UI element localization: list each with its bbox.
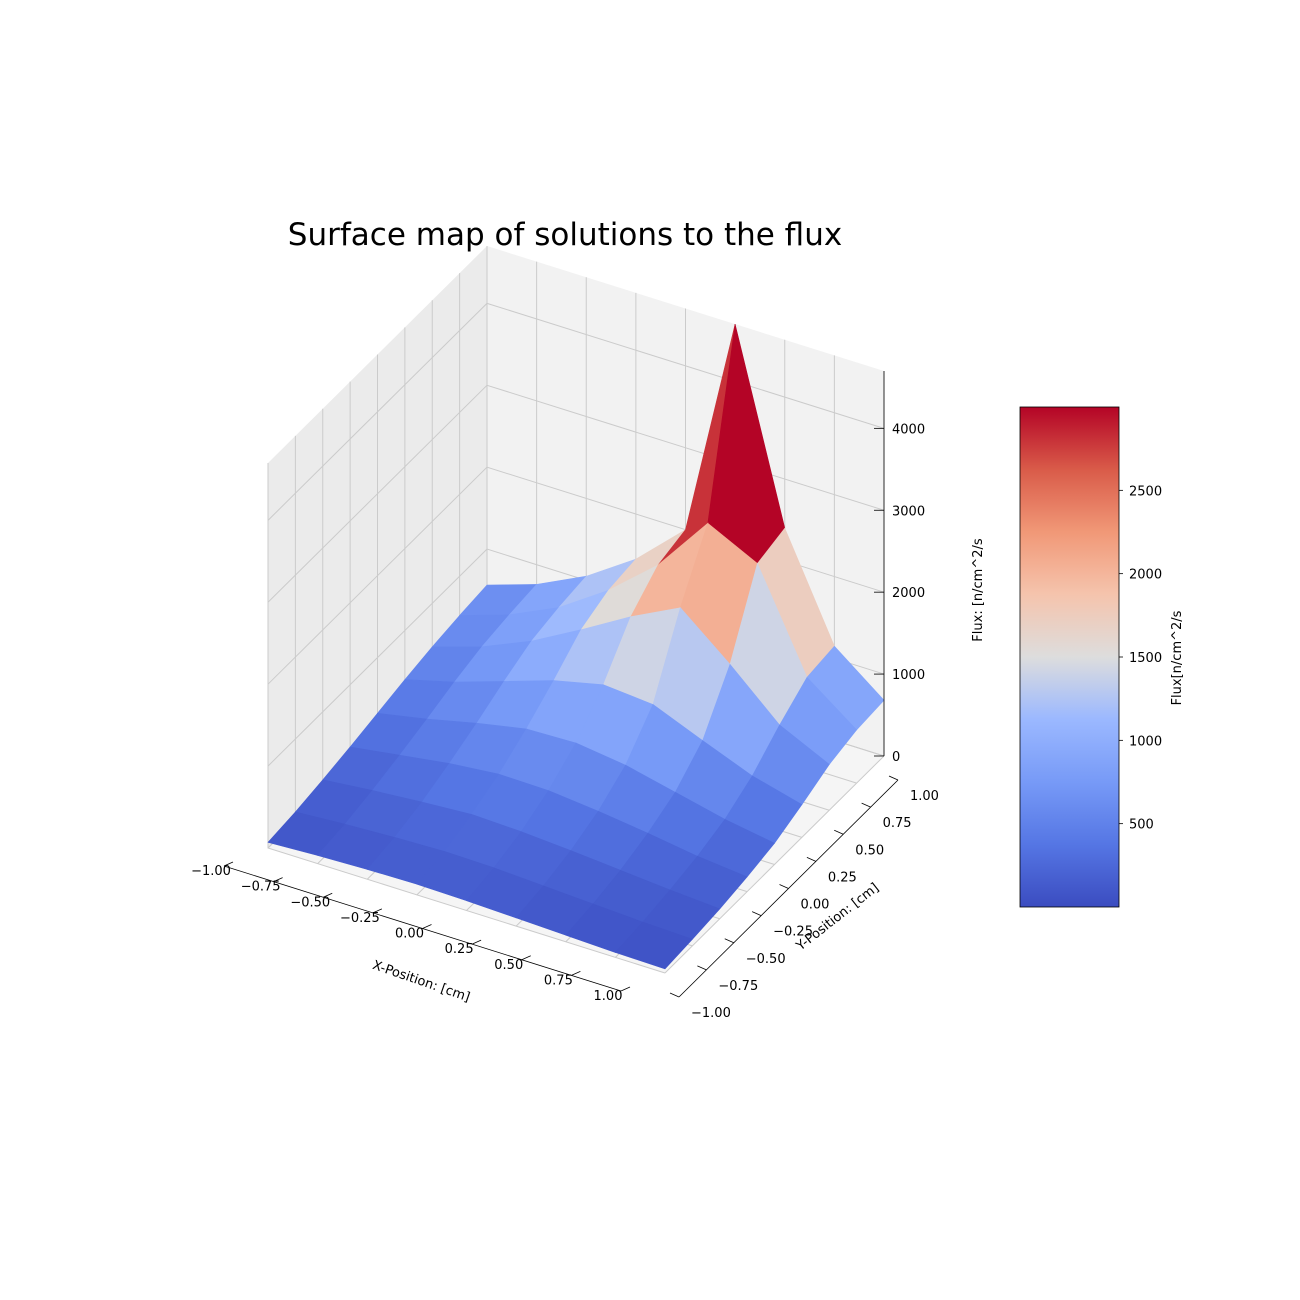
x-tick-label: −0.25: [340, 911, 380, 926]
colorbar-tick-label: 1000: [1129, 734, 1162, 749]
x-tick: [372, 908, 383, 914]
colorbar-tick-label: 1500: [1129, 651, 1162, 666]
y-tick: [751, 911, 762, 916]
z-tick-label: 1000: [892, 668, 925, 683]
x-tick-label: −0.50: [290, 895, 330, 910]
y-tick-label: 0.50: [855, 843, 884, 858]
y-tick-label: −0.25: [773, 925, 813, 940]
z-tick-label: 3000: [892, 504, 925, 519]
z-axis-label: Flux: [n/cm^2/s: [971, 538, 986, 642]
y-tick: [697, 965, 707, 971]
y-tick-label: 0.25: [828, 870, 857, 885]
grid-line-z: [267, 302, 885, 521]
x-tick-label: 0.00: [395, 927, 424, 942]
colorbar-tick-label: 2500: [1129, 484, 1162, 499]
x-tick: [273, 877, 283, 882]
chart-title: Surface map of solutions to the flux: [288, 217, 842, 253]
y-tick: [669, 992, 680, 998]
y-tick: [834, 829, 844, 835]
x-tick-label: 1.00: [594, 989, 623, 1004]
y-axis-label: Y-Position: [cm]: [793, 880, 882, 954]
x-tick: [471, 939, 482, 945]
x-tick-label: 0.75: [544, 973, 573, 988]
y-tick: [806, 857, 817, 862]
y-tick: [888, 775, 899, 781]
x-tick: [521, 955, 531, 961]
x-tick: [620, 986, 631, 992]
colorbar: 500 1000 1500 2000 2500: [1019, 406, 1162, 908]
y-tick-label: 1.00: [910, 789, 939, 804]
x-tick: [422, 924, 432, 929]
x-tick-label: −0.75: [241, 880, 281, 895]
x-tick-label: −1.00: [191, 864, 231, 879]
surface-patch: [614, 921, 693, 970]
x-axis-label: X-Position: [cm]: [370, 958, 471, 1005]
z-tick-label: 4000: [892, 422, 925, 437]
y-tick: [724, 938, 734, 944]
z-tick-label: 0: [892, 750, 900, 765]
colorbar-label: Flux[n/cm^2/s: [1170, 610, 1185, 705]
z-tick-label: 2000: [892, 586, 925, 601]
y-tick-label: 0.00: [801, 898, 830, 913]
surface: [267, 324, 885, 970]
y-tick-label: −0.50: [746, 952, 786, 967]
x-tick: [323, 892, 333, 898]
x-tick: [223, 861, 234, 867]
colorbar-tick-label: 500: [1129, 818, 1154, 833]
colorbar-gradient: [1019, 406, 1120, 908]
y-tick-label: −0.75: [718, 979, 758, 994]
axes: −1.00 −0.75 −0.50 −0.25 0.00 0.25 0.50 0.75 1.00…: [191, 371, 939, 1021]
x-tick-label: 0.25: [445, 942, 474, 957]
y-tick: [779, 884, 789, 889]
y-tick-label: 0.75: [883, 816, 912, 831]
y-tick: [861, 802, 871, 808]
y-tick-label: −1.00: [691, 1006, 731, 1021]
colorbar-tick-label: 2000: [1129, 568, 1162, 583]
x-tick-label: 0.50: [494, 958, 523, 973]
x-tick: [571, 971, 581, 976]
